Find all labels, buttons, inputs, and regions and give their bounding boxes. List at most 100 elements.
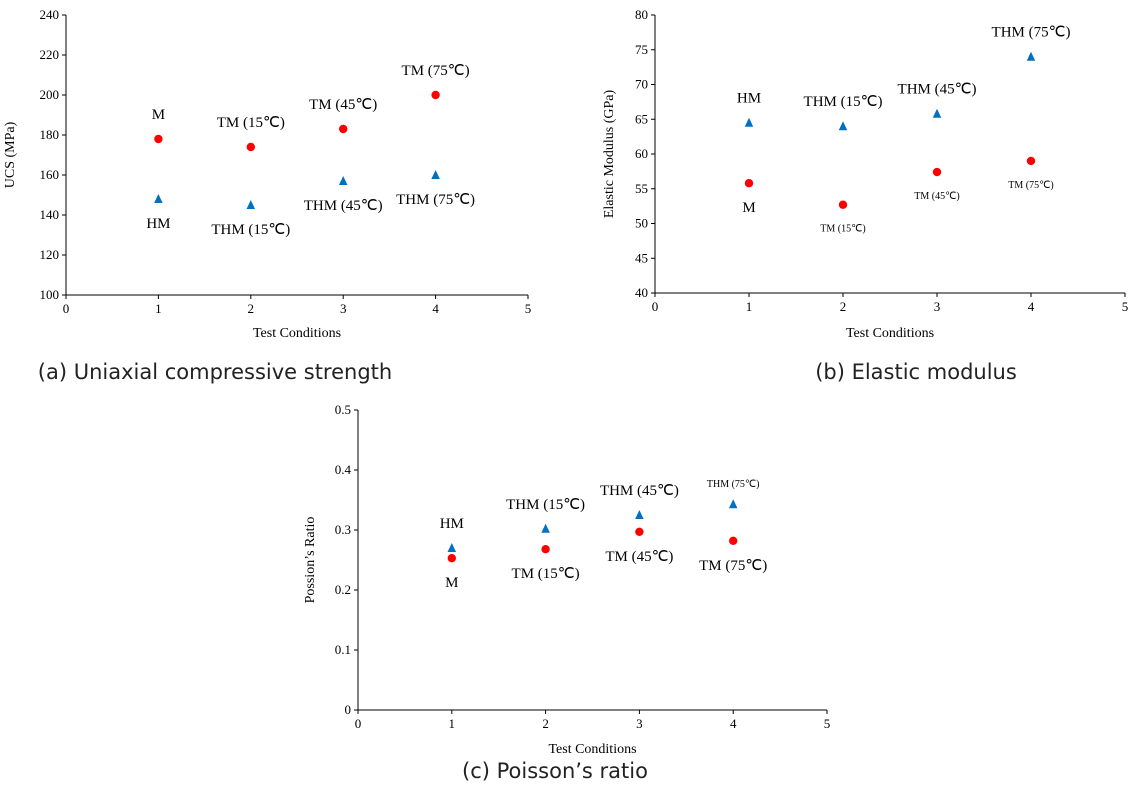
ucs-chart-plot: 100 120 140 160 180 200 220 240 0 1 2 3 4 5 Test Condi… xyxy=(3,7,532,341)
data-point-triangle xyxy=(338,176,348,185)
y-tick-label: 65 xyxy=(635,111,648,126)
data-point-label: TM (75℃) xyxy=(402,63,470,79)
y-tick-label: 120 xyxy=(40,247,60,262)
y-tick-label: 75 xyxy=(635,42,648,57)
data-point-circle xyxy=(635,527,644,536)
data-point-circle xyxy=(339,124,348,134)
data-point-label: THM (75℃) xyxy=(396,192,475,208)
data-point-circle xyxy=(932,167,942,177)
y-axis-title: Elastic Modulus (GPa) xyxy=(602,90,617,219)
x-tick-label: 0 xyxy=(355,716,362,731)
data-point-label: HM xyxy=(440,516,464,532)
data-point-label: THM (45℃) xyxy=(304,198,383,214)
data-point-label: THM (15℃) xyxy=(804,94,883,110)
x-tick-label: 4 xyxy=(432,301,439,316)
caption-poisson: (c) Poisson’s ratio xyxy=(462,759,648,783)
y-tick-label: 0.1 xyxy=(335,642,351,657)
y-tick-label: 70 xyxy=(635,77,648,92)
data-point-label: TM (45℃) xyxy=(605,549,673,565)
data-point-triangle xyxy=(635,510,644,519)
data-point-label: HM xyxy=(737,91,761,107)
x-axis-title: Test Conditions xyxy=(253,326,341,341)
data-point-label: M xyxy=(445,575,458,591)
y-tick-label: 60 xyxy=(635,146,648,161)
y-tick-label: 180 xyxy=(40,127,60,142)
x-axis-title: Test Conditions xyxy=(548,742,636,757)
poisson-chart-plot: 0 0.1 0.2 0.3 0.4 0.5 0 1 2 3 4 5 Test Conditions Pos… xyxy=(303,402,831,757)
y-tick-label: 160 xyxy=(40,167,60,182)
data-point-circle xyxy=(1026,156,1036,166)
x-tick-label: 5 xyxy=(824,716,831,731)
data-point-label: HM xyxy=(146,216,170,232)
data-point-circle xyxy=(729,536,738,545)
x-tick-label: 1 xyxy=(155,301,162,316)
data-point-label: THM (15℃) xyxy=(211,222,290,238)
x-tick-label: 1 xyxy=(746,299,753,314)
data-point-triangle xyxy=(932,108,942,118)
x-tick-label: 4 xyxy=(730,716,737,731)
data-point-triangle xyxy=(1026,51,1036,61)
y-tick-label: 0.5 xyxy=(335,402,351,417)
caption-elastic-modulus: (b) Elastic modulus xyxy=(815,360,1017,384)
panel-poisson-chart: 0 0.1 0.2 0.3 0.4 0.5 0 1 2 3 4 5 Test Conditions Pos… xyxy=(290,395,850,800)
data-point-label: M xyxy=(742,200,755,216)
y-tick-label: 50 xyxy=(635,216,648,231)
data-point-circle xyxy=(154,134,163,144)
data-point-circle xyxy=(541,545,550,554)
data-point-label: TM (45℃) xyxy=(914,191,959,202)
y-tick-label: 0.2 xyxy=(335,582,351,597)
data-point-triangle xyxy=(838,121,848,131)
data-point-label: THM (45℃) xyxy=(600,483,679,499)
y-tick-label: 80 xyxy=(635,7,648,22)
y-tick-label: 140 xyxy=(40,207,60,222)
x-tick-label: 3 xyxy=(340,301,347,316)
data-point-circle xyxy=(744,178,754,188)
x-tick-label: 2 xyxy=(542,716,549,731)
data-point-circle xyxy=(246,142,255,152)
x-tick-label: 3 xyxy=(934,299,941,314)
data-point-triangle xyxy=(431,170,440,179)
data-point-triangle xyxy=(728,499,738,509)
data-point-triangle xyxy=(541,523,550,533)
data-point-triangle xyxy=(154,194,163,203)
y-tick-label: 0 xyxy=(345,702,352,717)
x-tick-label: 5 xyxy=(1122,299,1129,314)
y-tick-label: 0.3 xyxy=(335,522,351,537)
y-tick-label: 220 xyxy=(40,47,60,62)
data-point-circle xyxy=(447,554,456,563)
data-point-label: THM (75℃) xyxy=(992,25,1071,41)
panel-ucs-chart: 100 120 140 160 180 200 220 240 0 1 2 3 4 5 Test Condi… xyxy=(0,0,560,395)
y-tick-label: 55 xyxy=(635,181,648,196)
data-point-triangle xyxy=(744,117,754,127)
data-point-label: TM (75℃) xyxy=(1008,180,1053,191)
y-tick-label: 100 xyxy=(40,287,60,302)
y-axis-title: Possion’s Ratio xyxy=(303,517,318,604)
panel-elastic-modulus-chart: 40 45 50 55 60 65 70 75 80 0 1 2 3 4 5 Test Conditions E… xyxy=(585,0,1137,395)
data-point-circle xyxy=(431,90,440,100)
x-tick-label: 1 xyxy=(449,716,456,731)
data-point-label: TM (15℃) xyxy=(512,566,580,582)
y-axis-title: UCS (MPa) xyxy=(3,121,18,188)
x-tick-label: 5 xyxy=(525,301,532,316)
y-tick-label: 45 xyxy=(635,250,648,265)
x-tick-label: 0 xyxy=(63,301,70,316)
data-point-label: THM (45℃) xyxy=(898,82,977,98)
y-tick-label: 0.4 xyxy=(335,462,352,477)
data-point-label: TM (45℃) xyxy=(309,97,377,113)
data-point-triangle xyxy=(447,543,457,552)
caption-ucs: (a) Uniaxial compressive strength xyxy=(37,360,393,384)
x-tick-label: 4 xyxy=(1028,299,1035,314)
data-point-label: TM (75℃) xyxy=(699,558,767,574)
data-point-label: M xyxy=(152,107,165,123)
data-point-label: TM (15℃) xyxy=(820,224,865,235)
data-point-circle xyxy=(838,200,848,209)
x-tick-label: 3 xyxy=(636,716,643,731)
data-point-label: THM (75℃) xyxy=(707,479,760,490)
data-point-label: THM (15℃) xyxy=(506,497,585,513)
y-tick-label: 40 xyxy=(635,285,648,300)
x-tick-label: 2 xyxy=(248,301,255,316)
y-tick-label: 200 xyxy=(40,87,60,102)
data-point-triangle xyxy=(246,200,256,209)
x-axis-title: Test Conditions xyxy=(846,326,934,341)
